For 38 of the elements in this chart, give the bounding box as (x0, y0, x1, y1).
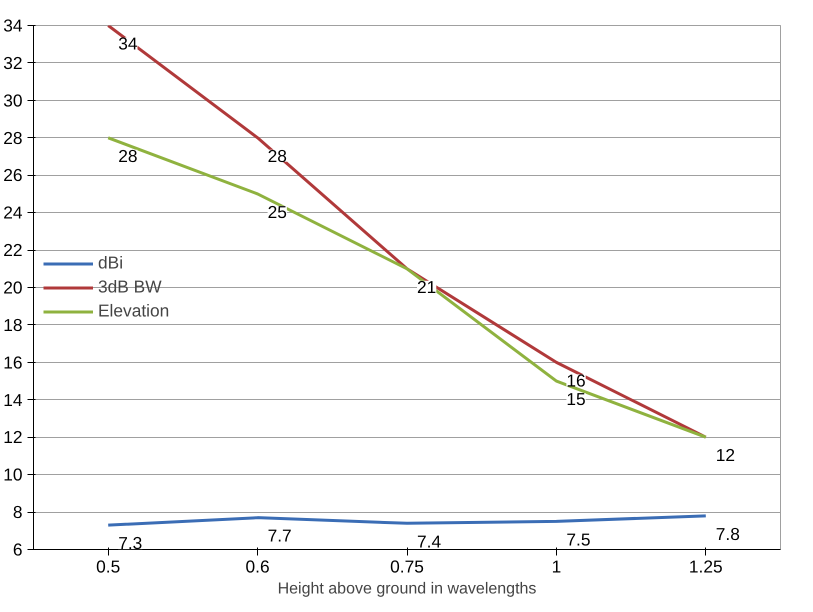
data-label: 28 (268, 146, 287, 166)
y-tick-label: 26 (3, 165, 23, 186)
x-tick-label: 0.75 (390, 556, 424, 576)
y-tick-label: 16 (3, 352, 23, 372)
data-label: 12 (716, 445, 736, 466)
y-tick-label: 14 (3, 390, 23, 410)
legend-label: dBi (98, 252, 124, 274)
line-series (106, 514, 708, 527)
y-tick-label: 24 (3, 202, 23, 223)
y-tick-label: 8 (12, 502, 23, 522)
y-tick-label: 28 (3, 128, 23, 148)
y-tick-label: 22 (3, 240, 23, 260)
data-label: 15 (566, 389, 586, 410)
data-label: 7.5 (566, 529, 590, 550)
y-tick-label: 10 (3, 464, 23, 485)
data-label: 7.7 (268, 526, 292, 546)
legend-label: 3dB BW (98, 276, 162, 298)
x-tick-label: 0.5 (96, 556, 120, 576)
data-label: 7.4 (417, 531, 442, 552)
y-tick-label: 6 (12, 540, 23, 560)
data-label: 21 (417, 276, 436, 297)
y-tick-label: 32 (3, 52, 23, 73)
data-label: 25 (268, 202, 287, 222)
legend-label: Elevation (98, 300, 170, 322)
data-label: 7.8 (716, 524, 740, 544)
y-tick-label: 34 (3, 16, 23, 36)
data-label: 16 (566, 370, 586, 390)
data-label: 28 (118, 146, 138, 166)
data-label: 34 (118, 34, 138, 54)
x-tick-label: 1 (552, 556, 562, 576)
x-axis-title: Height above ground in wavelengths (278, 580, 536, 598)
y-tick-label: 20 (3, 278, 23, 298)
y-tick-label: 18 (3, 314, 23, 335)
data-label: 7.3 (118, 533, 142, 554)
y-tick-label: 12 (3, 427, 23, 448)
x-tick-label: 1.25 (688, 556, 723, 576)
x-tick-label: 0.6 (246, 556, 270, 576)
y-tick-label: 30 (3, 90, 23, 110)
